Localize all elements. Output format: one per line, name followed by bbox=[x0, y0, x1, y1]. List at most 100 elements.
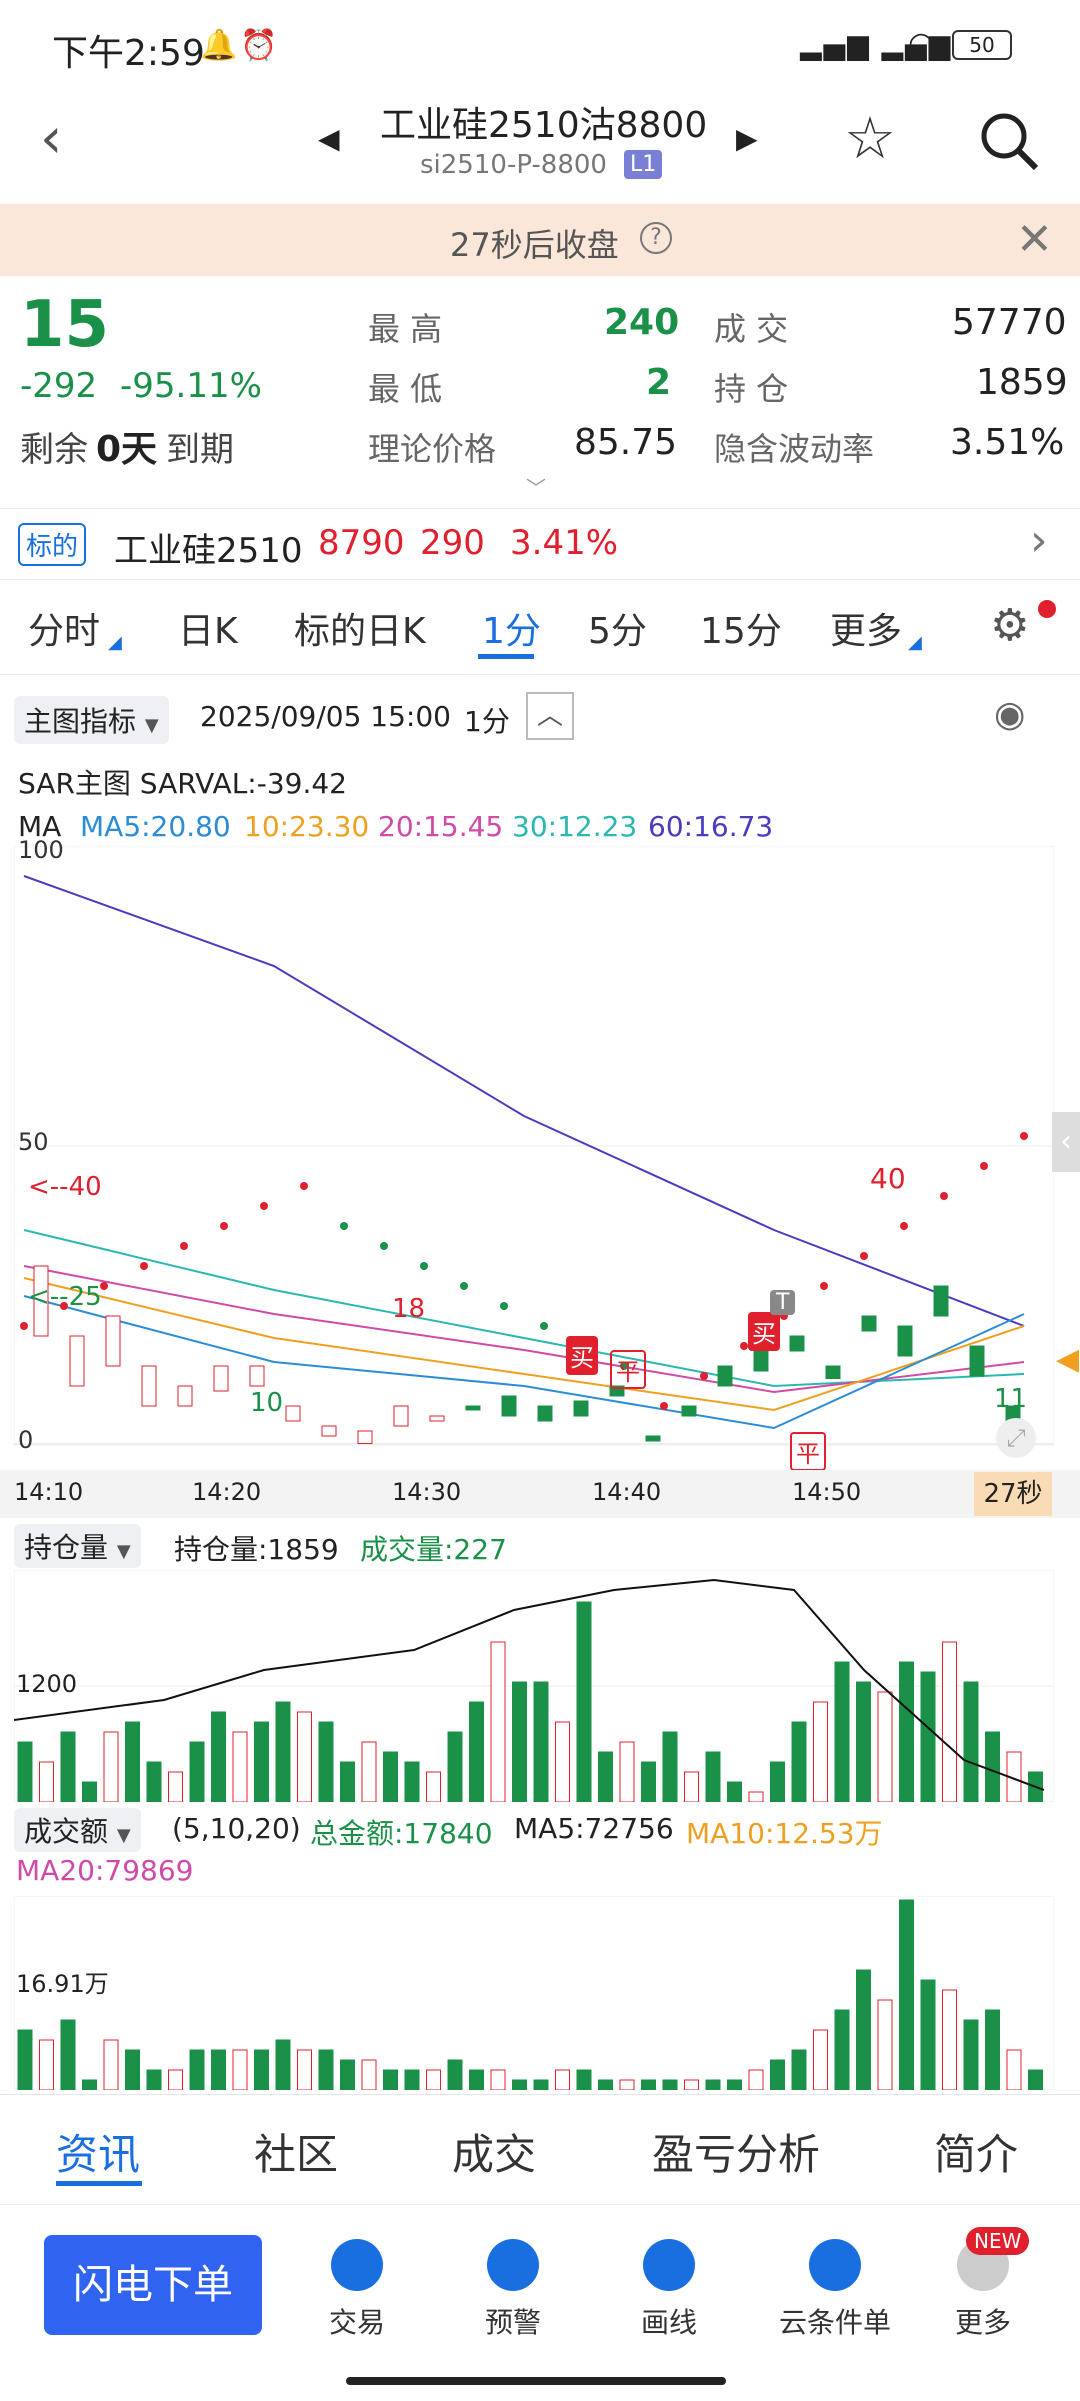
volume-bar bbox=[662, 1731, 678, 1802]
amount-bar bbox=[361, 2059, 377, 2090]
tab-trades[interactable]: 成交 bbox=[452, 2130, 537, 2179]
tab-5min[interactable]: 5分 bbox=[588, 611, 647, 652]
tab-pnl-analysis[interactable]: 盈亏分析 bbox=[652, 2130, 821, 2179]
alert-tool[interactable]: 预警 bbox=[458, 2239, 568, 2341]
remaining-label: 剩余 bbox=[20, 430, 88, 470]
amount-bar bbox=[404, 2069, 420, 2090]
tab-news[interactable]: 资讯 bbox=[56, 2130, 141, 2179]
battery-icon: 50 bbox=[952, 30, 1012, 60]
amount-y-label: 16.91万 bbox=[16, 1970, 109, 1998]
back-icon[interactable]: ‹ bbox=[40, 106, 63, 171]
amount-ma10: MA10:12.53万 bbox=[686, 1817, 883, 1850]
volume-bar bbox=[813, 1701, 828, 1802]
sar-dot bbox=[1020, 1132, 1028, 1140]
tab-underlying-daily[interactable]: 标的日K bbox=[294, 611, 426, 652]
tab-timeshare[interactable]: 分时 bbox=[28, 611, 101, 652]
volume-bar bbox=[189, 1741, 205, 1802]
oi-select-label: 持仓量 bbox=[24, 1531, 109, 1564]
price-marker-18: 18 bbox=[392, 1294, 426, 1324]
candle bbox=[357, 1430, 373, 1444]
amount-bar bbox=[512, 2079, 527, 2090]
oi-volume-chart[interactable]: 持仓量 ▼ 持仓量:1859 成交量:227 1200 bbox=[0, 1524, 1080, 1808]
page-title: 工业硅2510沽8800 bbox=[380, 105, 708, 146]
amount-bar bbox=[641, 2079, 656, 2090]
bottom-tabs: 资讯 社区 成交 盈亏分析 简介 bbox=[0, 2094, 1080, 2203]
oi-label: 持 仓 bbox=[714, 370, 789, 408]
amount-bar bbox=[985, 2009, 1000, 2090]
x-label: 14:50 bbox=[792, 1478, 862, 1506]
y-axis-top: 100 bbox=[18, 836, 64, 864]
amount-bar bbox=[598, 2079, 613, 2090]
amount-bar bbox=[82, 2079, 97, 2090]
volume-bar bbox=[103, 1731, 119, 1802]
volume-bar bbox=[834, 1661, 850, 1802]
tab-15min[interactable]: 15分 bbox=[700, 611, 782, 652]
amount-chart[interactable]: 成交额 ▼ (5,10,20) 总金额:17840 MA5:72756 MA10… bbox=[0, 1808, 1080, 2090]
trade-icon bbox=[331, 2239, 383, 2291]
amount-bar bbox=[813, 2029, 828, 2090]
sar-dot bbox=[220, 1222, 228, 1230]
underlying-row[interactable]: 标的 工业硅2510 8790 290 3.41% › bbox=[0, 508, 1080, 580]
candle bbox=[429, 1415, 445, 1422]
amount-bar bbox=[447, 2059, 463, 2090]
amount-select[interactable]: 成交额 ▼ bbox=[14, 1808, 141, 1852]
volume-bar bbox=[340, 1761, 355, 1802]
alarm-icon: ⏰ bbox=[240, 28, 278, 63]
ma-line-ma5 bbox=[23, 1295, 1025, 1430]
eye-icon[interactable]: ◉ bbox=[994, 694, 1026, 735]
oi-y-label: 1200 bbox=[16, 1670, 78, 1698]
trade-label: 交易 bbox=[328, 2306, 385, 2339]
tab-daily[interactable]: 日K bbox=[178, 611, 238, 652]
sar-dot bbox=[700, 1372, 708, 1380]
amount-bar bbox=[533, 2079, 549, 2090]
candle bbox=[897, 1325, 913, 1357]
amount-bar bbox=[856, 1969, 871, 2090]
candle bbox=[609, 1385, 625, 1397]
collapse-icon[interactable]: ︿ bbox=[526, 692, 574, 740]
amount-bar bbox=[490, 2069, 506, 2090]
expand-chevron-icon[interactable]: ﹀ bbox=[526, 476, 546, 500]
volume-bar bbox=[146, 1761, 162, 1802]
price-marker-40-high: 40 bbox=[870, 1162, 906, 1195]
prev-contract-icon[interactable]: ◀ bbox=[318, 122, 340, 155]
main-chart[interactable]: SAR主图 SARVAL:-39.42 MA MA5:20.80 10:23.3… bbox=[0, 754, 1080, 1524]
next-contract-icon[interactable]: ▶ bbox=[736, 122, 758, 155]
candle bbox=[393, 1405, 409, 1427]
fullscreen-icon[interactable]: ⤢ bbox=[996, 1418, 1036, 1458]
candle bbox=[501, 1395, 517, 1417]
ma-label: MA bbox=[18, 810, 62, 843]
chevron-down-icon: ▼ bbox=[116, 1825, 131, 1846]
draw-tool[interactable]: 画线 bbox=[614, 2239, 724, 2341]
x-label: 14:30 bbox=[392, 1478, 462, 1506]
theo-value: 85.75 bbox=[574, 422, 678, 463]
tab-more[interactable]: 更多 bbox=[830, 611, 903, 652]
gear-icon[interactable]: ⚙ bbox=[990, 600, 1030, 651]
candle bbox=[249, 1365, 265, 1387]
star-icon[interactable]: ☆ bbox=[844, 104, 896, 172]
search-icon[interactable] bbox=[978, 110, 1040, 172]
quick-order-button[interactable]: 闪电下单 bbox=[44, 2235, 262, 2335]
ma-line-ma10 bbox=[23, 1277, 1025, 1412]
indicator-select[interactable]: 主图指标 ▼ bbox=[14, 696, 169, 744]
cloud-order-tool[interactable]: 云条件单 bbox=[770, 2239, 900, 2341]
sar-dot bbox=[140, 1262, 148, 1270]
help-icon[interactable]: ? bbox=[640, 222, 672, 254]
bell-icon: 🔔 bbox=[200, 28, 238, 63]
price-change-pct: -95.11% bbox=[120, 366, 262, 406]
tab-intro[interactable]: 简介 bbox=[934, 2130, 1019, 2179]
volume-bar bbox=[275, 1701, 291, 1802]
close-icon[interactable]: ✕ bbox=[1016, 214, 1053, 265]
tab-1min[interactable]: 1分 bbox=[482, 611, 541, 652]
notification-dot bbox=[1038, 600, 1056, 618]
trade-tool[interactable]: 交易 bbox=[302, 2239, 412, 2341]
dropdown-icon: ◢ bbox=[108, 632, 122, 653]
volume-bar bbox=[985, 1731, 1000, 1802]
amount-bar bbox=[125, 2049, 140, 2090]
candle bbox=[105, 1315, 121, 1367]
amount-bar bbox=[211, 2049, 226, 2090]
volume-label: 成 交 bbox=[714, 310, 789, 348]
amount-params: (5,10,20) bbox=[172, 1812, 301, 1845]
side-panel-handle[interactable]: ‹ bbox=[1052, 1112, 1080, 1172]
oi-select[interactable]: 持仓量 ▼ bbox=[14, 1524, 141, 1568]
tab-community[interactable]: 社区 bbox=[254, 2130, 339, 2179]
